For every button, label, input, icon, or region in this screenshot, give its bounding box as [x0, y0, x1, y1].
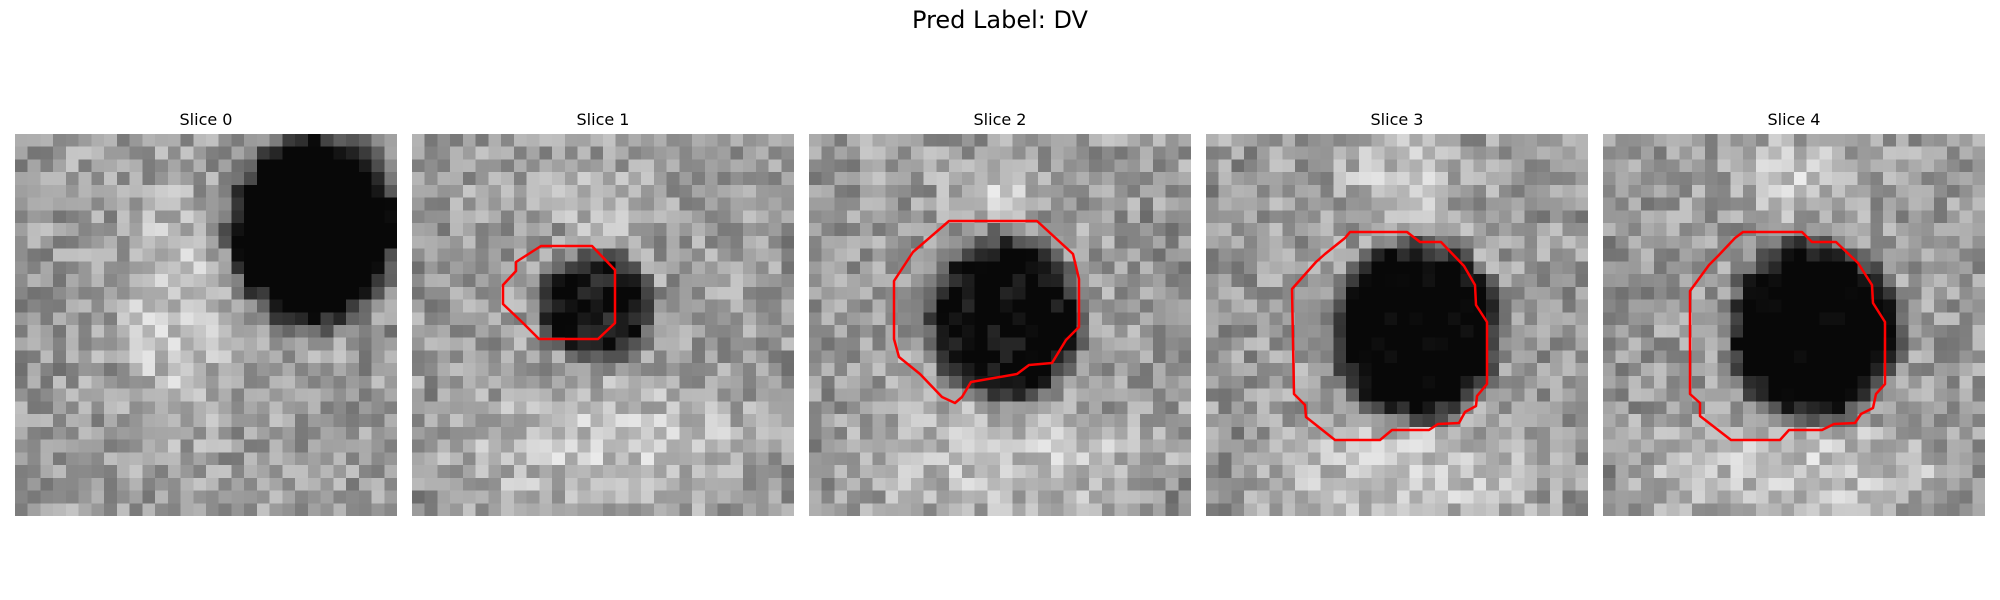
slice-title-1: Slice 1 — [576, 110, 630, 129]
slice-title-2: Slice 2 — [973, 110, 1027, 129]
slice-panel-4: Slice 4 — [1603, 108, 1985, 516]
slice-panel-2: Slice 2 — [809, 108, 1191, 516]
slice-image-1 — [412, 134, 794, 516]
slice-panel-0: Slice 0 — [15, 108, 397, 516]
segmentation-contour-1 — [501, 244, 617, 341]
slice-image-3 — [1206, 134, 1588, 516]
slice-panel-3: Slice 3 — [1206, 108, 1588, 516]
slice-title-4: Slice 4 — [1767, 110, 1821, 129]
slice-image-0 — [15, 134, 397, 516]
segmentation-contour-2 — [892, 219, 1081, 405]
slice-title-0: Slice 0 — [179, 110, 233, 129]
segmentation-contour-3 — [1290, 230, 1489, 442]
slice-image-4 — [1603, 134, 1985, 516]
figure-title: Pred Label: DV — [912, 6, 1088, 34]
slice-title-3: Slice 3 — [1370, 110, 1424, 129]
slice-panel-1: Slice 1 — [412, 108, 794, 516]
segmentation-contour-4 — [1688, 230, 1887, 442]
slice-image-2 — [809, 134, 1191, 516]
